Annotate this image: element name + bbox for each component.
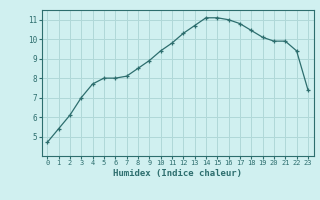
X-axis label: Humidex (Indice chaleur): Humidex (Indice chaleur) (113, 169, 242, 178)
